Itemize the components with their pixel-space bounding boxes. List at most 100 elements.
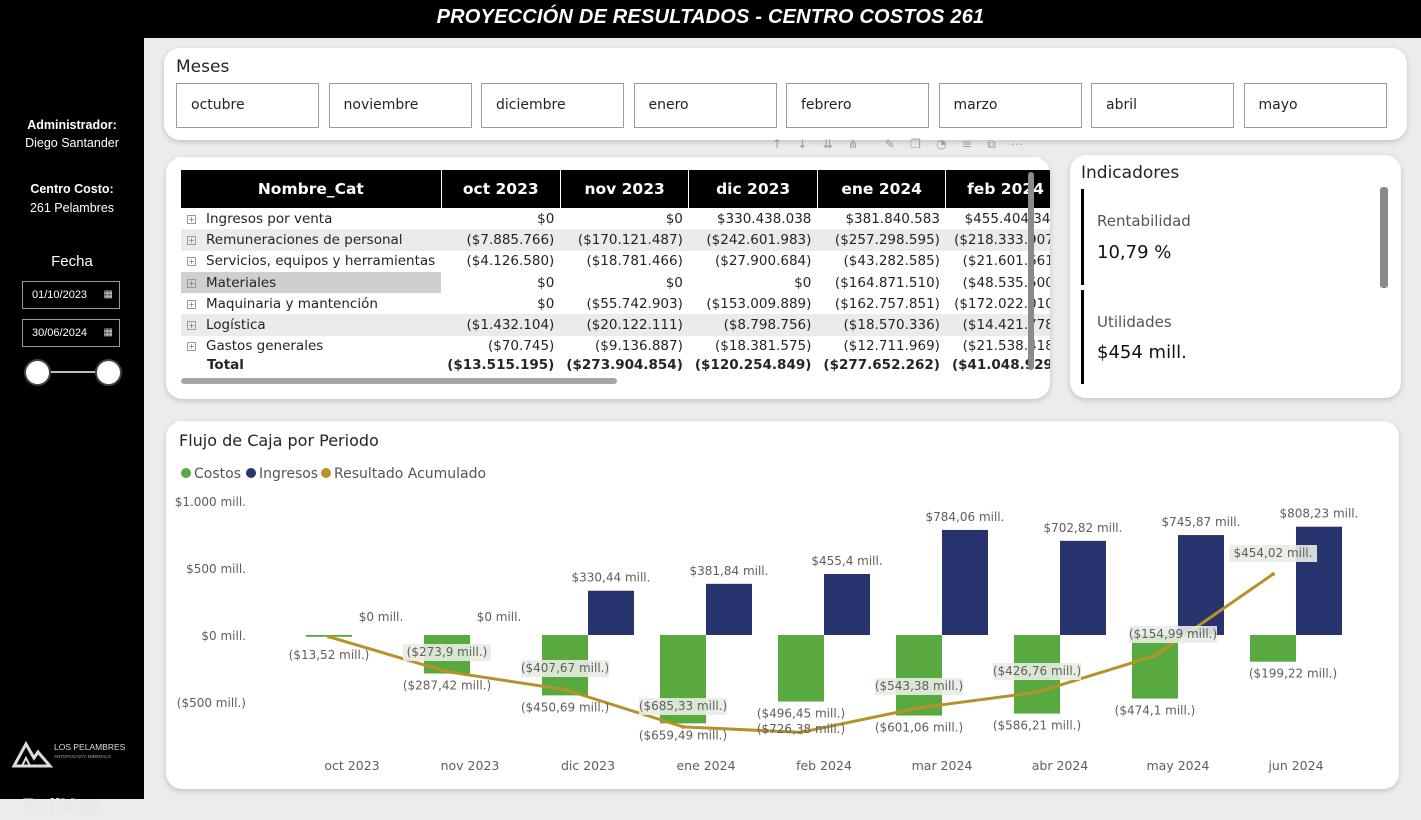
y-tick-label: $0 mill. [201,629,246,643]
resultado-point[interactable] [799,730,803,735]
column-header-month[interactable]: dic 2023 [688,170,818,208]
calendar-icon[interactable]: ▦ [103,289,113,300]
resultado-data-label: $454,02 mill. [1234,546,1313,560]
focus-mode-icon[interactable]: ⧉ [987,137,996,151]
mes-button[interactable]: febrero [786,83,929,128]
arrow-down-icon[interactable]: ↓ [797,137,808,151]
legend-label[interactable]: Costos [194,466,241,482]
legend-marker-costos[interactable] [181,468,191,478]
date-to-value: 30/06/2024 [32,327,88,339]
resultado-point[interactable] [681,724,685,729]
mes-button[interactable]: noviembre [328,83,472,128]
date-slider-track[interactable] [38,371,108,373]
copy-icon[interactable]: ❐ [910,137,921,151]
mes-button[interactable]: enero [633,83,777,128]
filter-icon[interactable]: ≡ [961,137,972,151]
row-category[interactable]: + Materiales [181,271,442,294]
resultado-point[interactable] [1153,653,1157,658]
table-cell: ($273.904.854) [566,357,683,374]
ingresos-bar[interactable] [1296,526,1342,635]
los-pelambres-logo: LOS PELAMBRES ANTOFAGASTA MINERALS [11,738,132,770]
expand-row-icon[interactable]: + [187,214,196,224]
mes-button[interactable]: mayo [1243,83,1387,128]
table-row[interactable]: + Remuneraciones de personal ($7.885.766)(… [181,229,1050,251]
ingresos-bar[interactable] [706,583,752,635]
table-cell: ($7.885.766) [441,229,561,251]
legend-label[interactable]: Ingresos [259,466,318,482]
y-tick-label: ($500 mill.) [177,696,246,710]
row-category-label: Servicios, equipos y herramientas [206,253,436,270]
drill-down-icon[interactable]: ⇊ [822,137,833,151]
date-to-input[interactable]: 30/06/2024 ▦ [22,319,120,347]
expand-row-icon[interactable]: + [187,321,196,331]
ingresos-data-label: $784,06 mill. [926,510,1005,524]
row-category[interactable]: + Remuneraciones de personal [181,229,442,251]
row-category[interactable]: + Gastos generales [181,336,441,357]
mes-button[interactable]: diciembre [481,83,624,128]
total-row[interactable]: Total ($13.515.195) ($273.904.854) ($120.25… [181,357,1050,373]
row-category[interactable]: + Logística [181,314,442,336]
expand-row-icon[interactable]: + [187,278,196,288]
ingresos-bar[interactable] [824,573,870,635]
legend-label[interactable]: Resultado Acumulado [334,466,486,482]
legend-marker-resultado[interactable] [321,468,331,478]
row-category[interactable]: + Ingresos por venta [181,208,441,229]
table-row[interactable]: + Gastos generales ($70.745) ($9.136.887) ($… [181,336,1050,357]
arrow-up-icon[interactable]: ↑ [772,137,783,151]
date-from-input[interactable]: 01/10/2023 ▦ [22,281,120,309]
date-slider-start-handle[interactable] [24,359,51,386]
costos-data-label: ($13,52 mill.) [289,648,370,662]
column-header-category[interactable]: Nombre_Cat [181,170,442,208]
alert-icon[interactable]: ◔ [936,137,947,151]
table-cell: $330.438.038 [716,210,812,227]
column-header-month[interactable]: ene 2024 [817,170,947,208]
row-category[interactable]: + Maquinaria y mantención [181,293,441,314]
expand-row-icon[interactable]: + [187,299,196,309]
table-cell: ($172.022.010) [954,295,1050,312]
mes-button[interactable]: octubre [176,83,319,128]
mes-button[interactable]: abril [1091,83,1234,128]
date-slider-end-handle[interactable] [95,359,122,386]
resultado-point[interactable] [563,687,567,692]
indicadores-scrollbar[interactable] [1380,187,1388,288]
horizontal-scrollbar[interactable] [181,378,617,384]
legend-marker-ingresos[interactable] [246,468,256,478]
table-cell: ($55.742.903) [586,295,683,312]
table-cell: ($164.871.510) [834,274,940,291]
ingresos-bar[interactable] [588,590,634,635]
column-header-month[interactable]: feb 2024 [945,170,1050,208]
table-row[interactable]: + Ingresos por venta $0 $0 $330.438.038 $381.… [181,208,1050,229]
table-cell: ($170.121.487) [560,229,689,251]
table-cell: ($27.900.684) [714,253,812,270]
table-row[interactable]: + Logística ($1.432.104) ($20.122.111) ($8.7… [181,314,1050,336]
ingresos-bar[interactable] [1178,535,1224,635]
costos-bar[interactable] [778,635,824,702]
expand-row-icon[interactable]: + [187,342,196,352]
table-row[interactable]: + Materiales $0 $0 $0 ($164.871.510) ($48.535.… [181,271,1050,294]
table-cell: ($14.421.778) [945,314,1050,336]
expand-icon[interactable]: ⋔ [847,137,859,151]
calendar-icon[interactable]: ▦ [103,327,113,338]
row-category[interactable]: Total [181,357,441,373]
vertical-scrollbar[interactable] [1028,172,1034,370]
resultado-point[interactable] [327,634,331,639]
expand-row-icon[interactable]: + [187,257,196,267]
column-header-month[interactable]: oct 2023 [441,170,561,208]
expand-row-icon[interactable]: + [187,235,196,245]
resultado-point[interactable] [917,705,921,710]
ingresos-bar[interactable] [1060,540,1106,635]
table-row[interactable]: + Servicios, equipos y herramientas ($4.12… [181,251,1050,272]
table-row[interactable]: + Maquinaria y mantención $0 ($55.742.903) (… [181,293,1050,314]
ingresos-bar[interactable] [942,529,988,635]
column-header-month[interactable]: nov 2023 [560,170,690,208]
resultado-point[interactable] [1035,690,1039,695]
costos-bar[interactable] [1250,635,1296,662]
resultado-point[interactable] [445,669,449,674]
more-options-icon[interactable]: ⋯ [1011,137,1024,151]
pin-icon[interactable]: ✎ [884,137,895,151]
x-tick-label: may 2024 [1146,758,1209,773]
resultado-point[interactable] [1271,572,1275,577]
row-category[interactable]: + Servicios, equipos y herramientas [181,251,441,272]
mes-button[interactable]: marzo [938,83,1082,128]
costos-bar[interactable] [896,635,942,716]
